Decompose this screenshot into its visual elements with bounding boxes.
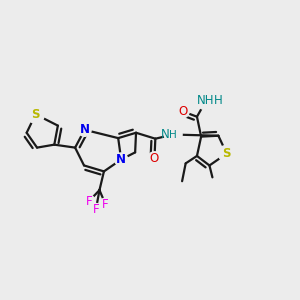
Text: F: F	[86, 195, 92, 208]
Text: O: O	[150, 152, 159, 165]
Circle shape	[148, 152, 161, 165]
Text: H: H	[169, 130, 177, 140]
Text: N: N	[160, 128, 169, 141]
Text: H: H	[214, 94, 223, 107]
Text: O: O	[178, 105, 187, 118]
Text: S: S	[31, 108, 40, 121]
Circle shape	[100, 198, 111, 210]
Text: F: F	[102, 198, 109, 211]
Text: NH: NH	[197, 94, 214, 107]
Circle shape	[176, 105, 189, 118]
Text: F: F	[93, 203, 99, 216]
Text: S: S	[222, 147, 231, 160]
Circle shape	[115, 153, 128, 166]
Circle shape	[197, 92, 215, 110]
Text: N: N	[116, 153, 126, 166]
Circle shape	[83, 195, 95, 207]
Circle shape	[90, 203, 102, 215]
Circle shape	[164, 126, 182, 143]
Text: N: N	[80, 123, 90, 136]
Circle shape	[78, 123, 91, 136]
Circle shape	[218, 145, 235, 162]
Circle shape	[27, 105, 44, 123]
